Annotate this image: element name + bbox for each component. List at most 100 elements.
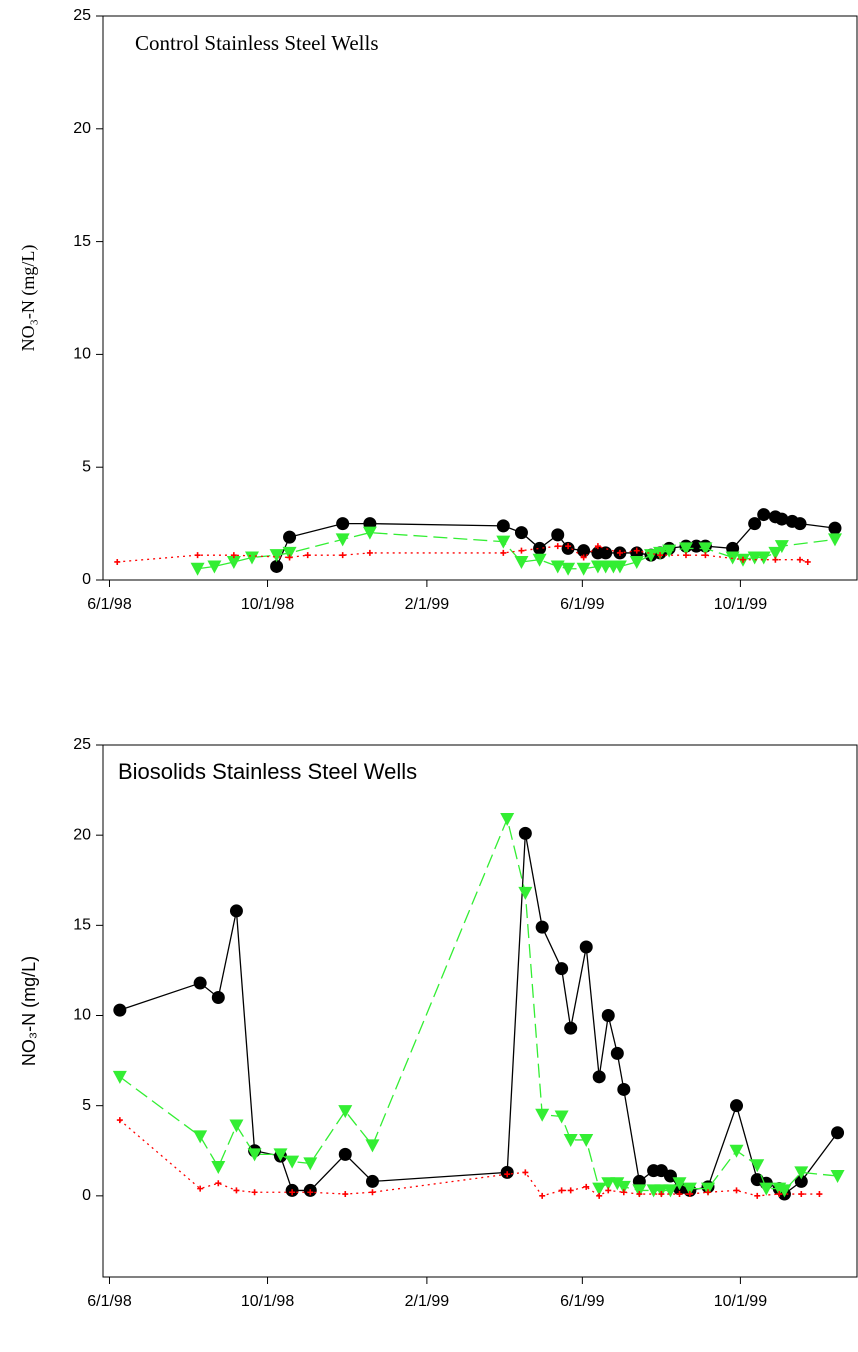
y-tick-label: 25 [73, 7, 91, 24]
marker [592, 1070, 606, 1084]
marker [286, 554, 293, 561]
marker [567, 1187, 574, 1194]
marker [682, 552, 689, 559]
marker [678, 542, 693, 556]
marker [555, 962, 569, 976]
marker [514, 526, 528, 540]
marker [365, 1139, 380, 1153]
marker [739, 556, 746, 563]
marker [215, 1180, 222, 1187]
marker [793, 517, 807, 531]
marker [632, 1184, 647, 1198]
y-tick-label: 10 [73, 1007, 91, 1024]
y-tick-label: 10 [73, 346, 91, 363]
marker [633, 547, 640, 554]
marker [729, 1144, 744, 1158]
marker [757, 508, 771, 522]
y-tick-label: 0 [82, 1187, 91, 1204]
plot-frame [102, 15, 858, 581]
marker [610, 1046, 624, 1060]
marker [197, 1185, 204, 1192]
marker [676, 1191, 683, 1198]
marker [230, 552, 237, 559]
marker [366, 549, 373, 556]
marker [629, 555, 644, 569]
marker [654, 1184, 669, 1198]
marker [342, 1191, 349, 1198]
marker [550, 560, 565, 574]
marker [601, 1177, 616, 1191]
marker [748, 517, 762, 531]
marker [579, 940, 593, 954]
marker [211, 1160, 226, 1174]
marker [565, 543, 572, 550]
y-tick-label: 15 [73, 233, 91, 250]
marker [362, 526, 377, 540]
x-tick-label: 10/1/99 [714, 1293, 767, 1310]
marker [112, 1070, 127, 1084]
marker [504, 1171, 511, 1178]
x-tick-label: 6/1/98 [87, 596, 132, 613]
y-tick-label: 5 [82, 458, 91, 475]
marker [777, 1184, 792, 1198]
marker [514, 555, 529, 569]
marker [592, 1182, 607, 1196]
marker [193, 976, 207, 990]
marker [596, 1192, 603, 1199]
marker [554, 543, 561, 550]
chart-title: Biosolids Stainless Steel Wells [118, 759, 417, 784]
marker [535, 920, 549, 934]
marker [672, 1177, 687, 1191]
marker [698, 542, 713, 556]
marker [114, 558, 121, 565]
marker [335, 533, 350, 547]
marker [605, 1187, 612, 1194]
marker [532, 553, 547, 567]
series-line [119, 833, 839, 1195]
marker [303, 1157, 318, 1171]
marker [113, 1003, 127, 1017]
marker [702, 552, 709, 559]
marker [304, 552, 311, 559]
marker [518, 826, 532, 840]
marker [831, 1126, 845, 1140]
marker [682, 1182, 697, 1196]
y-tick-label: 5 [82, 1097, 91, 1114]
marker [658, 1191, 665, 1198]
marker [754, 1192, 761, 1199]
marker [229, 1119, 244, 1133]
marker [522, 1169, 529, 1176]
plot-frame [102, 744, 858, 1278]
marker [518, 886, 533, 900]
marker [601, 1009, 615, 1023]
marker [576, 562, 591, 576]
x-tick-label: 10/1/98 [241, 596, 294, 613]
marker [686, 1191, 693, 1198]
marker [750, 1159, 765, 1173]
x-tick-label: 6/1/99 [560, 1293, 605, 1310]
marker [269, 549, 284, 563]
marker [273, 1148, 288, 1162]
marker [563, 1133, 578, 1147]
marker [211, 990, 225, 1004]
marker [579, 1133, 594, 1147]
marker [270, 559, 284, 573]
y-tick-label: 0 [82, 571, 91, 588]
marker [620, 1189, 627, 1196]
marker [336, 517, 350, 531]
marker [369, 1189, 376, 1196]
y-axis-label: NO₃-N (mg/L) [19, 956, 39, 1066]
marker [554, 1110, 569, 1124]
marker [307, 1189, 314, 1196]
marker [190, 562, 205, 576]
marker [768, 546, 783, 560]
marker [289, 1189, 296, 1196]
series-line [117, 545, 808, 563]
marker [226, 555, 241, 569]
marker [551, 528, 565, 542]
x-tick-label: 2/1/99 [405, 596, 450, 613]
marker [561, 562, 576, 576]
marker [283, 530, 297, 544]
marker [285, 1155, 300, 1169]
marker [776, 1191, 783, 1198]
